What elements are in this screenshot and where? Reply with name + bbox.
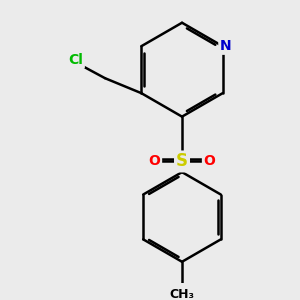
Text: O: O [203,154,215,169]
Text: CH₃: CH₃ [169,288,194,300]
Text: N: N [220,39,232,53]
Text: Cl: Cl [68,53,83,67]
Text: S: S [176,152,188,170]
Text: O: O [148,154,160,169]
